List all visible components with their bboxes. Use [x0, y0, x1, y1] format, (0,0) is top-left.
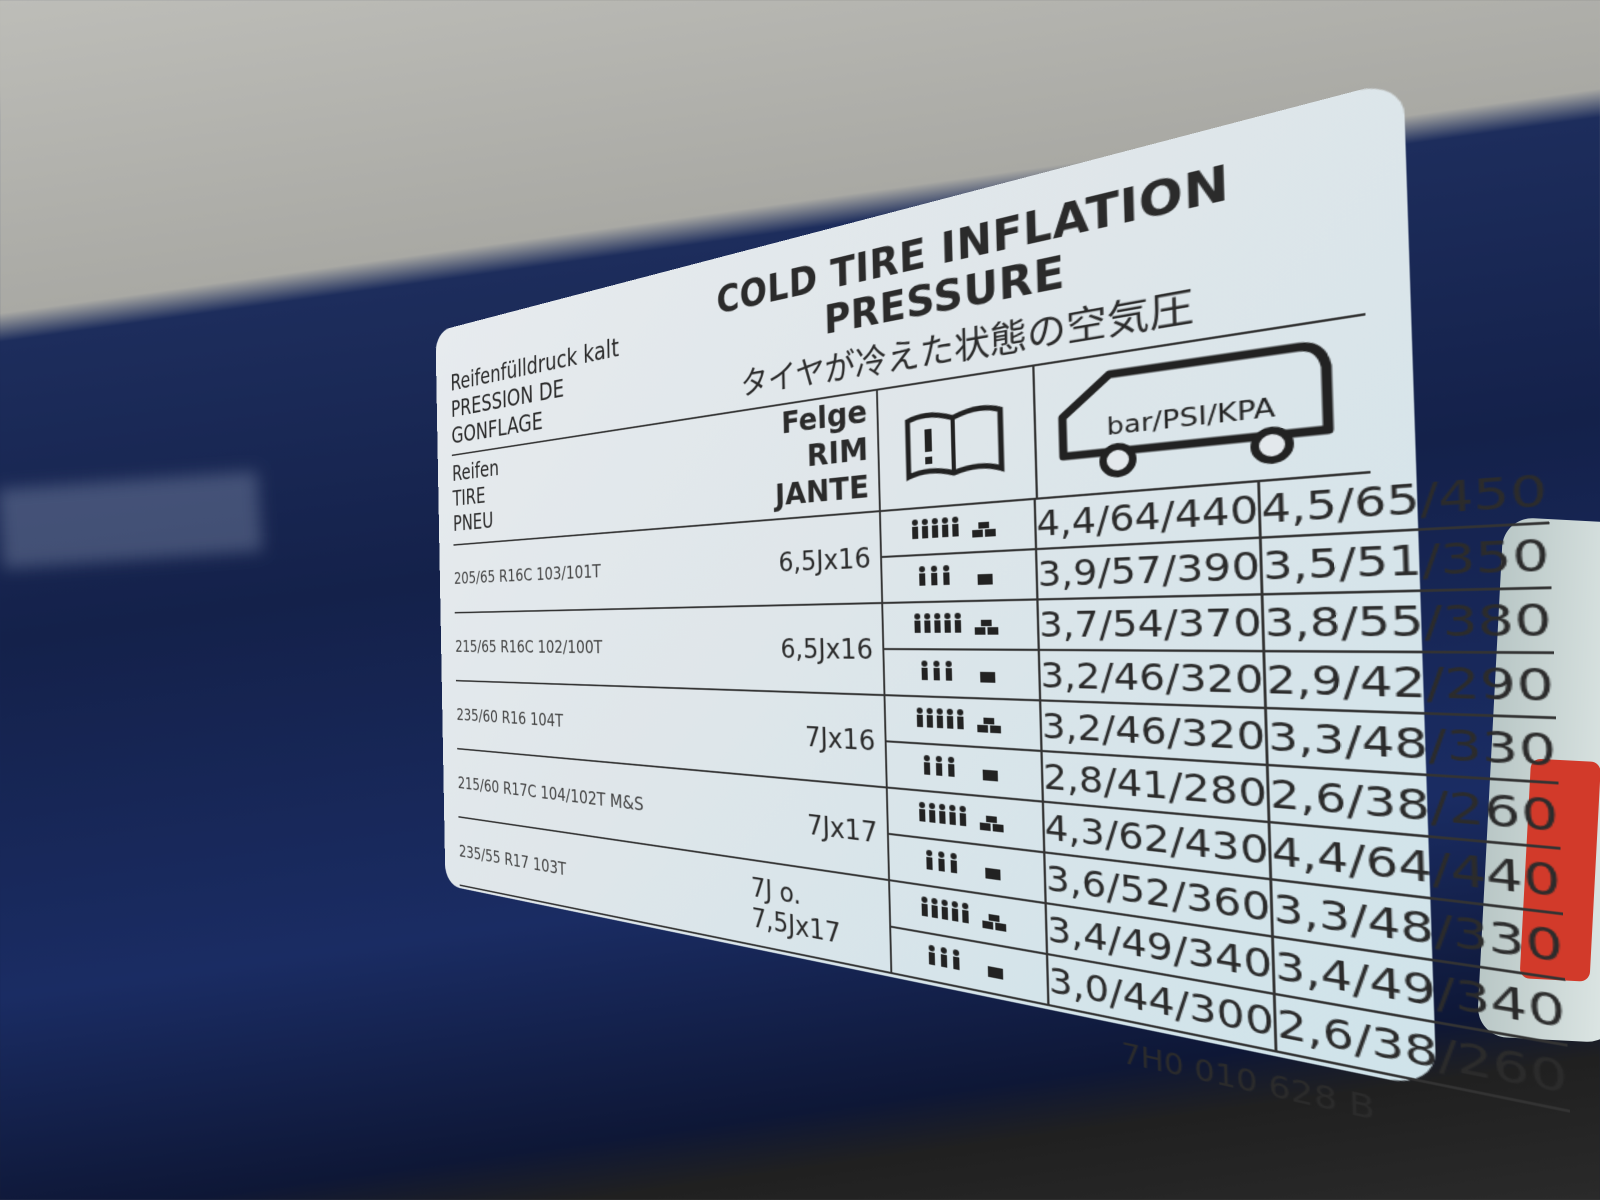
- pressure-value: 3,8/55/380: [1263, 589, 1553, 655]
- rim-column-header: Felge RIM JANTE: [740, 390, 881, 522]
- pressure-value: 3,7/54/370: [1038, 595, 1266, 653]
- van-icon: bar/PSI/KPA: [1032, 316, 1370, 498]
- pressure-table: 205/65 R16C 103/101T 6,5Jx16 4,4/64/440 4,5…: [453, 459, 1569, 1113]
- rim-size: 7Jx16: [746, 691, 888, 789]
- rim-size: 6,5Jx16: [744, 603, 886, 697]
- pressure-value: 3,2/46/320: [1039, 650, 1268, 710]
- manual-warning-icon: [877, 366, 1039, 511]
- rim-size: 6,5Jx16: [742, 512, 884, 608]
- partial-load-icon: [884, 650, 1042, 702]
- pressure-value: 3,9/57/390: [1037, 538, 1264, 601]
- partial-load-icon: [882, 550, 1039, 604]
- rim-size: 7J o. 7,5Jx17: [750, 860, 893, 975]
- paint-reflection: [0, 471, 263, 569]
- column-headers: Reifen TIRE PNEU Felge RIM JANTE bar/PSI…: [451, 315, 1371, 546]
- tire-pressure-label: Reifenfülldruck kalt PRESSION DE GONFLAG…: [435, 78, 1569, 1128]
- full-load-icon: [883, 600, 1040, 651]
- pressure-value: 2,9/42/290: [1265, 652, 1556, 720]
- tire-size: 215/65 R16C 102/100T: [454, 607, 747, 692]
- label-stage: Reifenfülldruck kalt PRESSION DE GONFLAG…: [240, 78, 1569, 1128]
